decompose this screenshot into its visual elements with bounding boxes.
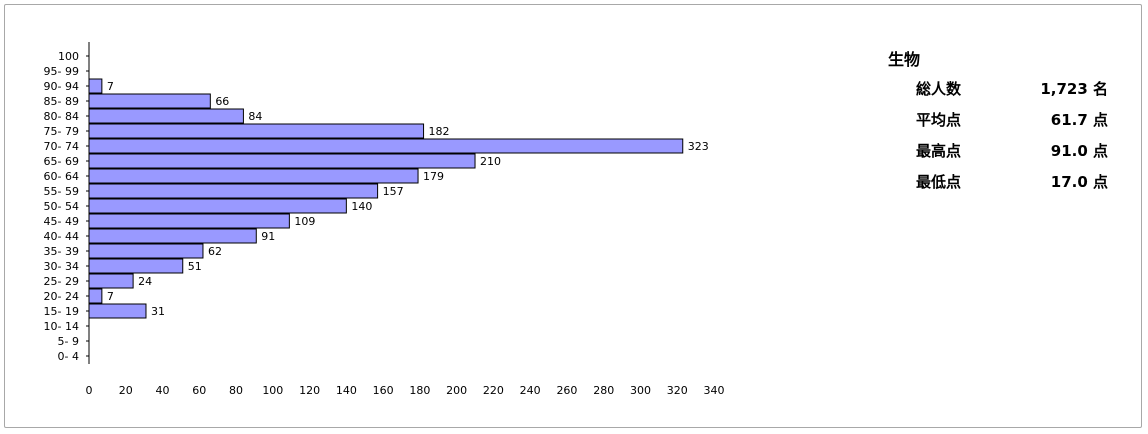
x-tick-label: 180 xyxy=(409,384,430,397)
y-tick-label: 45- 49 xyxy=(44,215,79,228)
y-tick-label: 90- 94 xyxy=(44,80,79,93)
bar xyxy=(88,93,211,109)
y-tick-label: 30- 34 xyxy=(44,260,79,273)
bar xyxy=(88,273,134,289)
y-tick-label: 10- 14 xyxy=(44,320,79,333)
bar xyxy=(88,108,244,124)
y-tick-label: 60- 64 xyxy=(44,170,79,183)
x-tick-label: 340 xyxy=(704,384,725,397)
x-tick-label: 140 xyxy=(336,384,357,397)
data-label: 51 xyxy=(188,260,202,273)
y-tick-label: 15- 19 xyxy=(44,305,79,318)
x-tick-label: 300 xyxy=(630,384,651,397)
x-tick-label: 20 xyxy=(119,384,133,397)
data-label: 140 xyxy=(351,200,372,213)
data-label: 24 xyxy=(138,275,152,288)
x-tick-label: 320 xyxy=(667,384,688,397)
stat-row-total: 総人数 1,723 名 xyxy=(888,76,1128,107)
y-tick-label: 70- 74 xyxy=(44,140,79,153)
y-tick-label: 25- 29 xyxy=(44,275,79,288)
y-tick-label: 100 xyxy=(58,50,79,63)
stat-value: 91.0 点 xyxy=(1050,142,1108,160)
chart-frame xyxy=(4,4,1142,428)
data-label: 91 xyxy=(261,230,275,243)
data-label: 179 xyxy=(423,170,444,183)
x-tick-label: 40 xyxy=(156,384,170,397)
data-label: 210 xyxy=(480,155,501,168)
data-label: 31 xyxy=(151,305,165,318)
bar xyxy=(88,123,425,139)
stat-value: 1,723 名 xyxy=(1040,80,1108,98)
bar xyxy=(88,228,257,244)
y-tick-label: 0- 4 xyxy=(58,350,79,363)
bar xyxy=(88,138,684,154)
stat-value: 61.7 点 xyxy=(1050,111,1108,129)
x-tick-label: 120 xyxy=(299,384,320,397)
bar xyxy=(88,243,204,259)
stat-label: 総人数 xyxy=(916,80,962,98)
bar xyxy=(88,288,103,304)
data-label: 323 xyxy=(688,140,709,153)
data-label: 109 xyxy=(294,215,315,228)
x-tick-label: 100 xyxy=(262,384,283,397)
stat-value: 17.0 点 xyxy=(1050,173,1108,191)
bar xyxy=(88,168,419,184)
stat-label: 最低点 xyxy=(916,173,962,191)
y-tick-label: 20- 24 xyxy=(44,290,79,303)
y-tick-label: 40- 44 xyxy=(44,230,79,243)
data-label: 7 xyxy=(107,80,114,93)
y-tick-label: 5- 9 xyxy=(58,335,79,348)
stat-row-max: 最高点 91.0 点 xyxy=(888,138,1128,169)
y-tick-label: 95- 99 xyxy=(44,65,79,78)
y-tick-label: 50- 54 xyxy=(44,200,79,213)
bar xyxy=(88,78,103,94)
bar xyxy=(88,303,147,319)
data-label: 7 xyxy=(107,290,114,303)
y-tick-label: 65- 69 xyxy=(44,155,79,168)
x-tick-label: 160 xyxy=(373,384,394,397)
data-label: 66 xyxy=(215,95,229,108)
histogram-chart: 100 95- 99 90- 94 7 85- 89 66 80- 84 84 75- 79 18… xyxy=(44,42,725,397)
y-tick-label: 55- 59 xyxy=(44,185,79,198)
x-tick-label: 280 xyxy=(593,384,614,397)
stat-label: 平均点 xyxy=(916,111,962,129)
x-tick-label: 240 xyxy=(520,384,541,397)
data-label: 62 xyxy=(208,245,222,258)
x-tick-label: 0 xyxy=(86,384,93,397)
stat-row-min: 最低点 17.0 点 xyxy=(888,169,1128,200)
y-tick-label: 75- 79 xyxy=(44,125,79,138)
stat-label: 最高点 xyxy=(916,142,962,160)
bar xyxy=(88,153,476,169)
y-tick-label: 80- 84 xyxy=(44,110,79,123)
data-label: 157 xyxy=(383,185,404,198)
data-label: 182 xyxy=(429,125,450,138)
y-tick-label: 35- 39 xyxy=(44,245,79,258)
x-tick-label: 220 xyxy=(483,384,504,397)
stats-panel: 生物 総人数 1,723 名 平均点 61.7 点 最高点 91.0 点 最低点… xyxy=(888,46,1128,200)
data-label: 84 xyxy=(248,110,262,123)
x-tick-label: 200 xyxy=(446,384,467,397)
bar xyxy=(88,198,347,214)
bar xyxy=(88,258,184,274)
x-tick-label: 260 xyxy=(556,384,577,397)
x-tick-label: 60 xyxy=(192,384,206,397)
stat-row-average: 平均点 61.7 点 xyxy=(888,107,1128,138)
subject-title: 生物 xyxy=(888,50,921,69)
bar xyxy=(88,213,290,229)
bar xyxy=(88,183,379,199)
x-tick-label: 80 xyxy=(229,384,243,397)
y-tick-label: 85- 89 xyxy=(44,95,79,108)
